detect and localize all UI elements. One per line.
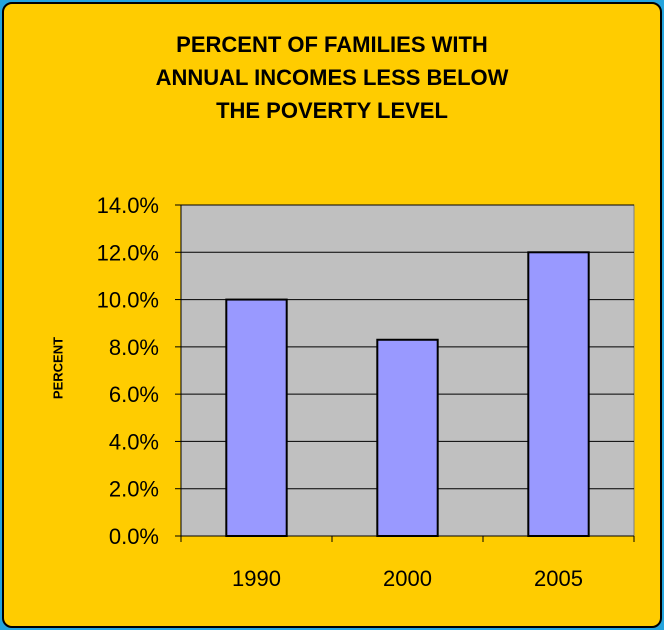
chart-title-line-2: ANNUAL INCOMES LESS BELOW <box>155 65 509 90</box>
y-tick-label: 12.0% <box>97 240 159 265</box>
x-tick-label: 1990 <box>232 566 281 591</box>
chart-title-line-1: PERCENT OF FAMILIES WITH <box>176 32 488 57</box>
y-tick-label: 10.0% <box>97 288 159 313</box>
y-tick-label: 0.0% <box>109 524 159 549</box>
x-tick-label: 2000 <box>383 566 432 591</box>
y-tick-label: 14.0% <box>97 193 159 218</box>
y-tick-label: 4.0% <box>109 429 159 454</box>
bar-1990 <box>225 298 288 538</box>
bar-2005 <box>527 251 590 538</box>
y-tick-label: 6.0% <box>109 382 159 407</box>
y-tick-label: 8.0% <box>109 335 159 360</box>
x-tick-label: 2005 <box>534 566 583 591</box>
y-tick-label: 2.0% <box>109 477 159 502</box>
chart-title: PERCENT OF FAMILIES WITH ANNUAL INCOMES … <box>0 28 664 127</box>
chart-title-line-3: THE POVERTY LEVEL <box>216 98 448 123</box>
bar-2000 <box>376 338 439 537</box>
